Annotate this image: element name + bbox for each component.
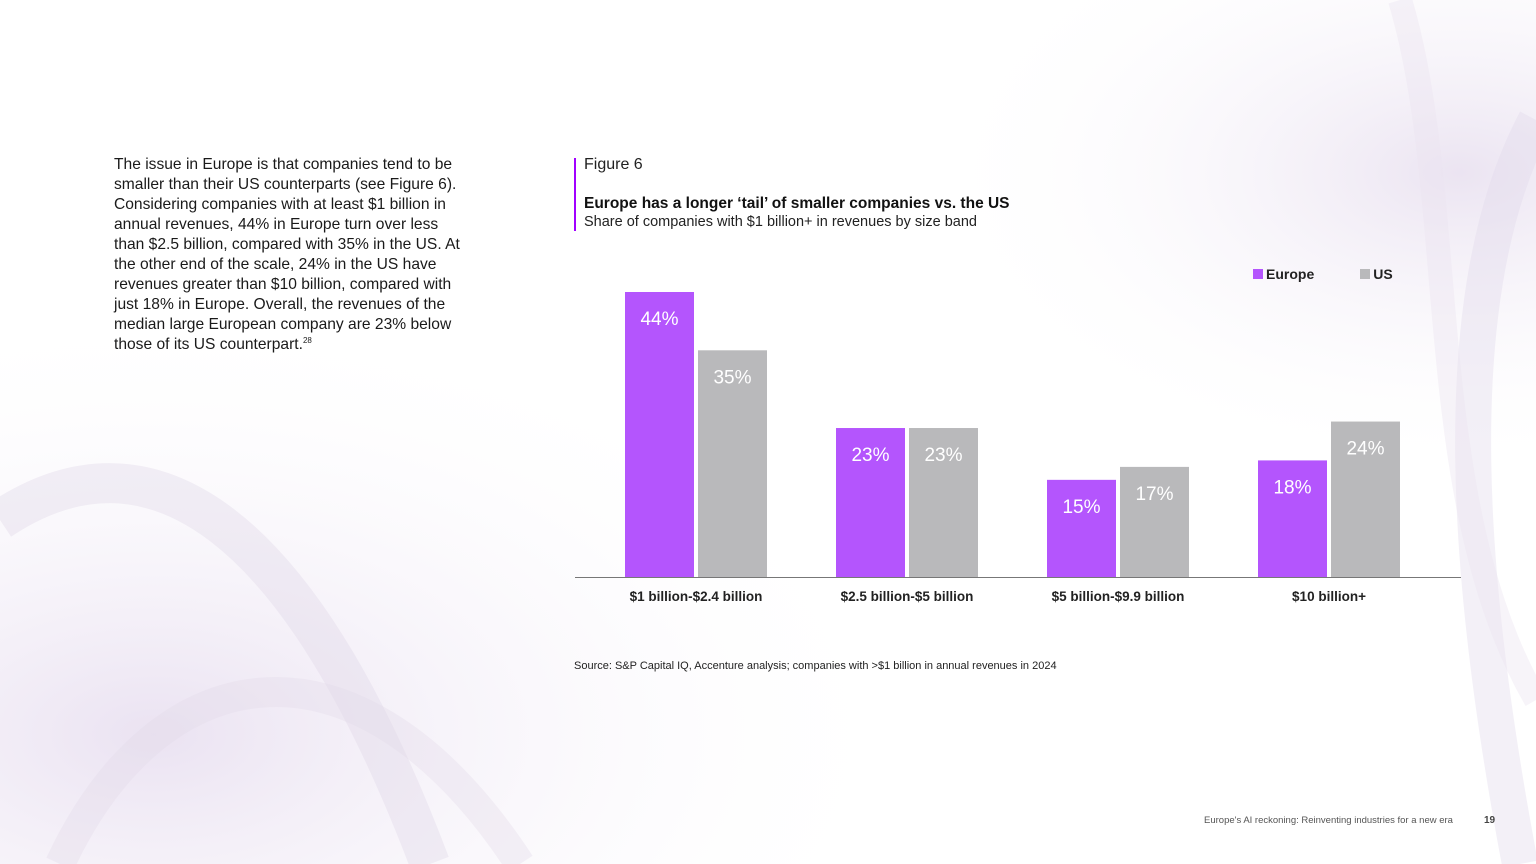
bar-europe-3: [1258, 460, 1327, 577]
data-label-us-2: 17%: [1135, 484, 1173, 505]
body-paragraph-text: The issue in Europe is that companies te…: [114, 156, 460, 353]
data-label-us-3: 24%: [1346, 439, 1384, 460]
source-note: Source: S&P Capital IQ, Accenture analys…: [574, 660, 1057, 672]
x-tick-label-0: $1 billion-$2.4 billion: [630, 589, 763, 604]
data-label-europe-0: 44%: [640, 309, 678, 330]
bar-europe-0: [625, 292, 694, 577]
data-label-europe-3: 18%: [1273, 477, 1311, 498]
legend-label-us: US: [1373, 266, 1393, 282]
legend-swatch-us: [1360, 269, 1371, 279]
data-label-us-1: 23%: [924, 445, 962, 466]
legend-item-europe: Europe: [1253, 266, 1314, 282]
bar-europe-2: [1047, 479, 1116, 577]
figure-label: Figure 6: [584, 156, 643, 173]
footnote-ref: 28: [302, 335, 312, 345]
x-tick-label-3: $10 billion+: [1292, 589, 1366, 604]
bar-us-1: [909, 428, 978, 577]
legend-label-europe: Europe: [1266, 266, 1315, 282]
x-tick-label-2: $5 billion-$9.9 billion: [1052, 589, 1185, 604]
data-label-europe-1: 23%: [851, 445, 889, 466]
figure-accent-rule: [574, 158, 576, 231]
body-paragraph: The issue in Europe is that companies te…: [114, 155, 466, 355]
chart-subtitle: Share of companies with $1 billion+ in r…: [584, 214, 977, 230]
bar-us-3: [1331, 421, 1400, 577]
chart-legend: Europe US: [1253, 266, 1393, 282]
data-label-europe-2: 15%: [1062, 497, 1100, 518]
x-tick-label-1: $2.5 billion-$5 billion: [841, 589, 974, 604]
legend-item-us: US: [1360, 266, 1393, 282]
bar-us-2: [1120, 466, 1189, 577]
legend-swatch-europe: [1253, 269, 1263, 279]
footer-title: Europe's AI reckoning: Reinventing indus…: [1204, 815, 1453, 826]
data-label-us-0: 35%: [713, 367, 751, 388]
bar-us-0: [698, 350, 767, 577]
chart-title: Europe has a longer ‘tail’ of smaller co…: [584, 195, 1010, 212]
bar-europe-1: [836, 428, 905, 577]
page-number: 19: [1484, 815, 1496, 826]
